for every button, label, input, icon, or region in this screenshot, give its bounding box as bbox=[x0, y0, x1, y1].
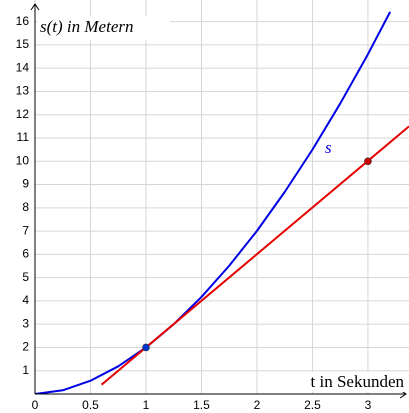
y-axis-label: s(t) in Metern bbox=[40, 17, 133, 36]
y-tick-label: 14 bbox=[16, 60, 30, 74]
label-bg bbox=[38, 16, 170, 40]
y-tick-label: 11 bbox=[17, 130, 30, 144]
line bbox=[100, 125, 409, 386]
y-tick-label: 12 bbox=[16, 107, 30, 121]
point bbox=[142, 343, 150, 352]
y-axis-arrow bbox=[30, 3, 40, 11]
y-tick-label: 6 bbox=[22, 247, 29, 261]
y-tick-label: 8 bbox=[22, 200, 29, 214]
y-tick-label: 5 bbox=[22, 270, 29, 284]
y-tick-label: 9 bbox=[22, 177, 29, 191]
line bbox=[35, 11, 392, 394]
y-tick-label: 16 bbox=[16, 14, 30, 28]
x-tick-label: 2 bbox=[254, 398, 261, 412]
x-tick-label: 1 bbox=[143, 398, 150, 412]
curve-label: s bbox=[325, 138, 332, 157]
grid bbox=[34, 0, 409, 394]
x-tick-label: 3 bbox=[365, 398, 372, 412]
x-tick-label: 1.5 bbox=[193, 398, 210, 412]
x-tick-label: 0.5 bbox=[82, 398, 99, 412]
label-bg bbox=[272, 372, 406, 392]
y-tick-label: 2 bbox=[22, 340, 29, 354]
y-tick-label: 13 bbox=[16, 84, 30, 98]
plot-area bbox=[35, 11, 409, 394]
y-tick-label: 3 bbox=[22, 316, 29, 330]
x-tick-label: 2.5 bbox=[304, 398, 321, 412]
x-tick-label: 0 bbox=[32, 398, 39, 412]
y-tick-label: 7 bbox=[22, 223, 29, 237]
y-tick-label: 15 bbox=[16, 37, 30, 51]
x-axis-label: t in Sekunden bbox=[311, 372, 405, 391]
y-tick-label: 4 bbox=[22, 293, 29, 307]
y-tick-label: 10 bbox=[16, 153, 30, 167]
y-tick-label: 1 bbox=[22, 363, 29, 377]
point bbox=[364, 157, 372, 166]
